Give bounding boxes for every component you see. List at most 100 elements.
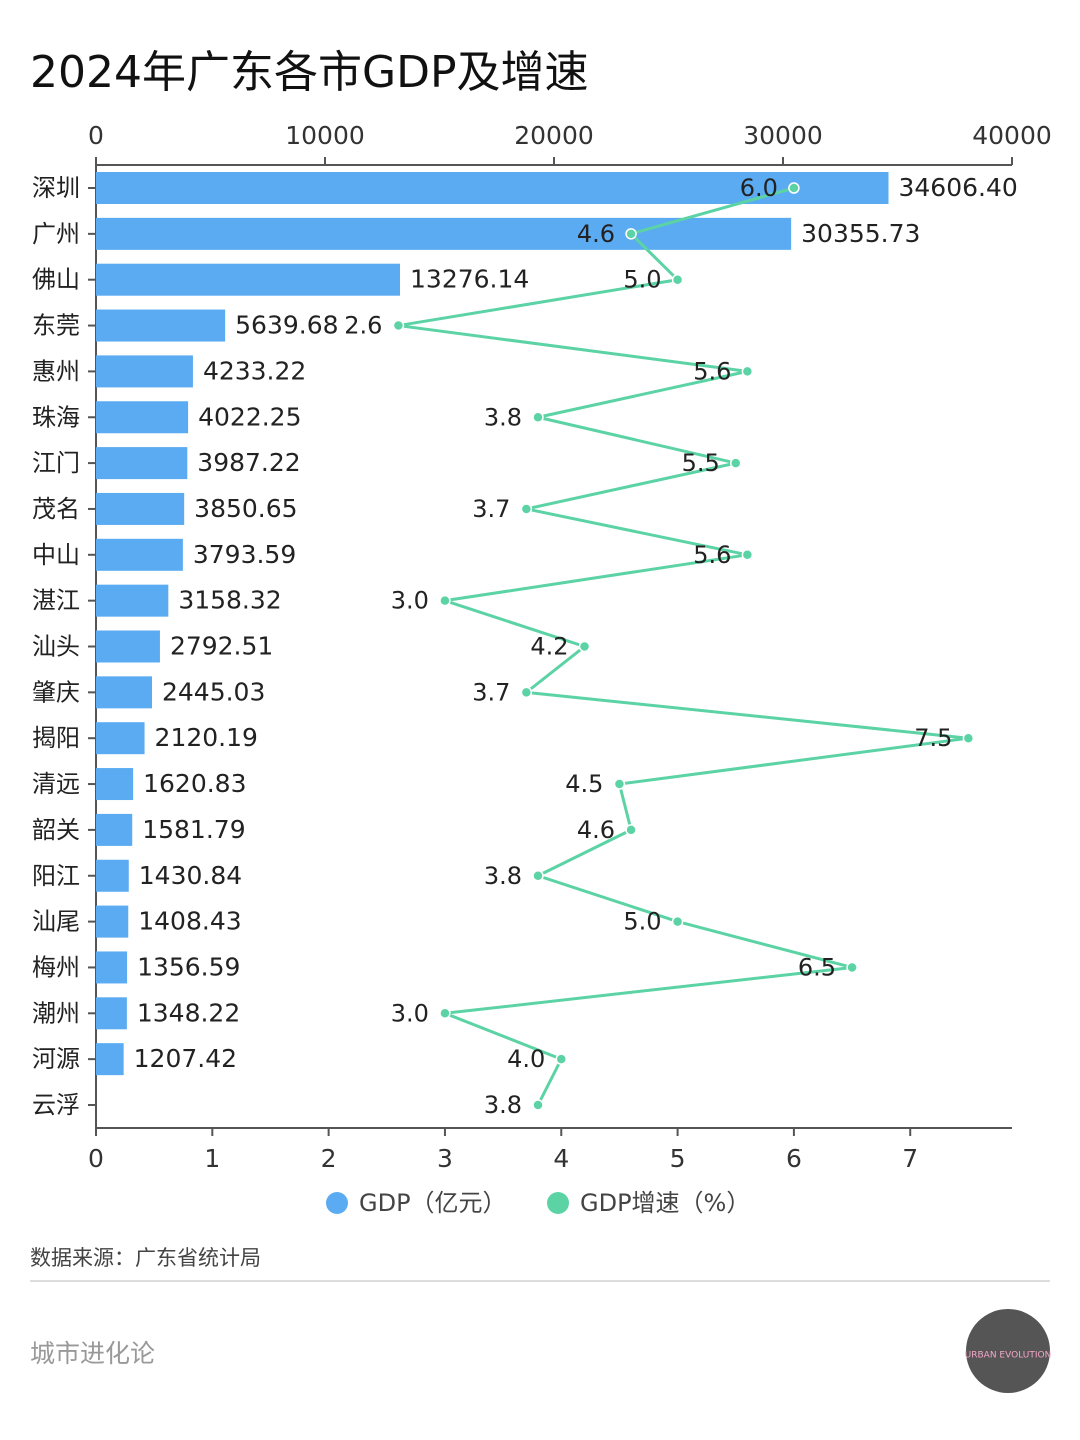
growth-value-label: 3.8 — [484, 862, 522, 890]
growth-point — [532, 1099, 544, 1111]
y-tick-label: 广州 — [32, 220, 80, 248]
bar — [96, 538, 183, 571]
bar — [96, 813, 133, 846]
bar-value-label: 1620.83 — [143, 769, 246, 798]
growth-value-label: 4.5 — [565, 770, 603, 798]
footer: 城市进化论 — [30, 1339, 155, 1368]
growth-value-label: 3.8 — [484, 403, 522, 431]
x2-tick-label: 0 — [88, 1144, 104, 1173]
y-tick-label: 汕尾 — [32, 908, 80, 936]
growth-point — [532, 411, 544, 423]
chart-title: 2024年广东各市GDP及增速 — [30, 47, 589, 98]
growth-point — [671, 273, 684, 286]
y-tick-label: 河源 — [32, 1045, 80, 1073]
growth-value-label: 5.0 — [623, 908, 661, 936]
bar — [96, 905, 129, 938]
growth-value-label: 4.0 — [507, 1045, 545, 1073]
growth-value-label: 5.6 — [693, 357, 731, 385]
growth-point — [532, 870, 544, 882]
growth-point — [520, 686, 533, 699]
bar-value-label: 3850.65 — [194, 494, 297, 523]
growth-point — [520, 503, 533, 515]
bar-value-label: 2792.51 — [170, 632, 273, 661]
legend-label: GDP增速（%） — [580, 1189, 750, 1217]
bar-value-label: 3987.22 — [197, 448, 300, 477]
bar — [96, 859, 129, 892]
bar-value-label: 30355.73 — [801, 219, 920, 248]
bar — [96, 263, 401, 296]
source: 数据来源：广东省统计局 — [30, 1246, 261, 1270]
y-tick-label: 东莞 — [32, 312, 80, 340]
bar-value-label: 13276.14 — [410, 265, 529, 294]
y-tick-label: 清远 — [32, 770, 80, 798]
bar — [96, 355, 193, 388]
x2-tick-label: 7 — [902, 1144, 918, 1173]
bar-value-label: 4233.22 — [203, 356, 306, 385]
y-tick-label: 肇庆 — [32, 678, 80, 706]
legend-swatch — [326, 1192, 348, 1214]
bar-value-label: 5639.68 — [235, 311, 338, 340]
growth-value-label: 2.6 — [344, 312, 382, 340]
growth-value-label: 5.5 — [682, 449, 720, 477]
growth-point — [578, 640, 591, 653]
growth-point — [788, 182, 800, 194]
bar-value-label: 1207.42 — [134, 1044, 237, 1073]
bar-value-label: 34606.40 — [898, 173, 1017, 202]
bar — [96, 309, 226, 342]
growth-point — [613, 778, 626, 790]
bar — [96, 951, 128, 984]
bar — [96, 1043, 124, 1076]
growth-value-label: 7.5 — [914, 724, 952, 752]
x-tick-label: 0 — [88, 121, 104, 150]
growth-value-label: 5.0 — [623, 266, 661, 294]
x-tick-label: 10000 — [285, 121, 365, 150]
bar-value-label: 3158.32 — [178, 586, 281, 615]
y-tick-label: 梅州 — [32, 953, 80, 981]
legend-swatch — [547, 1192, 569, 1214]
x-tick-label: 30000 — [743, 121, 823, 150]
y-tick-label: 阳江 — [32, 862, 80, 890]
growth-value-label: 3.0 — [391, 587, 429, 615]
bar-value-label: 1356.59 — [137, 952, 240, 981]
legend-label: GDP（亿元） — [359, 1189, 507, 1217]
growth-point — [439, 594, 451, 607]
bar-value-label: 1348.22 — [137, 998, 240, 1027]
growth-value-label: 4.6 — [577, 816, 615, 844]
bar — [96, 401, 189, 434]
x-tick-label: 40000 — [972, 121, 1052, 150]
x2-tick-label: 5 — [670, 1144, 686, 1173]
bar — [96, 492, 185, 525]
growth-point — [729, 457, 742, 469]
bar — [96, 217, 792, 250]
y-tick-label: 揭阳 — [32, 724, 80, 752]
growth-value-label: 3.7 — [472, 495, 510, 523]
bar-value-label: 1581.79 — [142, 815, 245, 844]
y-tick-label: 珠海 — [32, 403, 80, 431]
bar-value-label: 1408.43 — [138, 907, 241, 936]
growth-point — [625, 228, 637, 240]
logo — [966, 1309, 1050, 1393]
growth-value-label: 6.5 — [798, 953, 836, 981]
y-tick-label: 湛江 — [32, 587, 80, 615]
logo-text: URBAN EVOLUTION — [965, 1351, 1052, 1361]
y-tick-label: 江门 — [32, 449, 80, 477]
bar-value-label: 2120.19 — [155, 723, 258, 752]
growth-value-label: 4.2 — [530, 633, 568, 661]
growth-value-label: 5.6 — [693, 541, 731, 569]
growth-point — [846, 961, 858, 974]
x2-tick-label: 1 — [204, 1144, 220, 1173]
growth-value-label: 4.6 — [577, 220, 615, 248]
growth-point — [671, 915, 684, 928]
y-tick-label: 中山 — [32, 541, 80, 569]
y-tick-label: 茂名 — [32, 495, 80, 523]
growth-point — [962, 732, 975, 744]
bar — [96, 997, 127, 1030]
x-tick-label: 20000 — [514, 121, 594, 150]
y-tick-label: 潮州 — [32, 999, 80, 1027]
y-tick-label: 汕头 — [32, 633, 80, 661]
bar-value-label: 4022.25 — [198, 402, 301, 431]
x2-tick-label: 3 — [437, 1144, 453, 1173]
x2-tick-label: 2 — [321, 1144, 337, 1173]
growth-line — [398, 186, 969, 1106]
